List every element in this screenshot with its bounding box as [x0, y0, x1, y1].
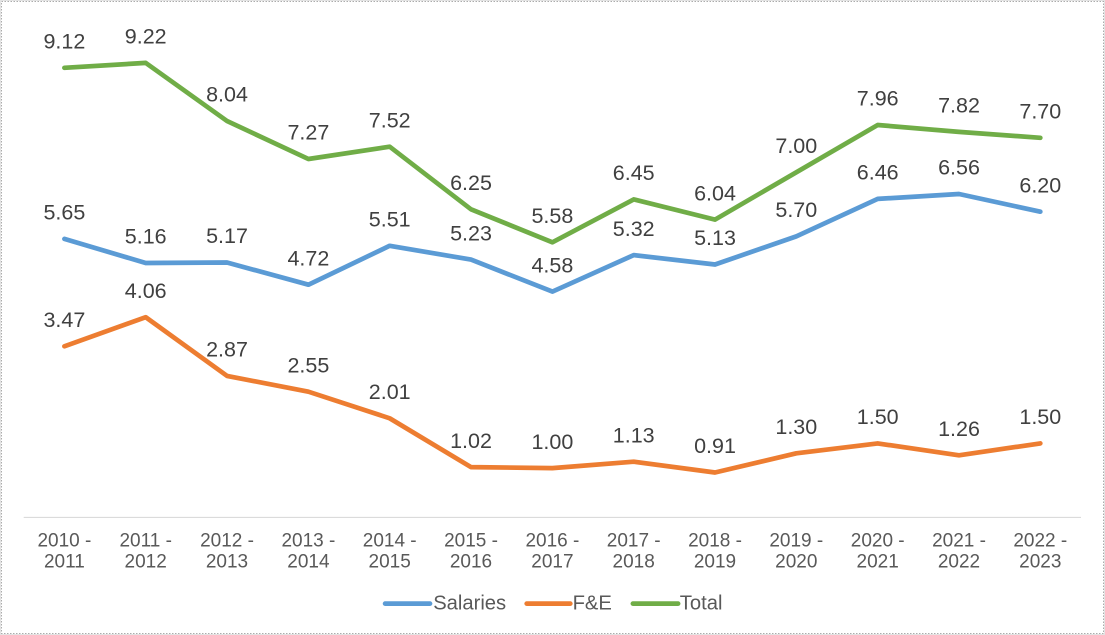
svg-text:7.82: 7.82: [938, 94, 980, 118]
svg-text:2018: 2018: [613, 552, 655, 573]
svg-text:Total: Total: [680, 592, 723, 614]
svg-text:6.25: 6.25: [450, 171, 492, 195]
svg-text:1.50: 1.50: [857, 405, 899, 429]
svg-text:1.00: 1.00: [531, 430, 573, 454]
svg-text:2013 -: 2013 -: [281, 531, 335, 552]
svg-text:2012 -: 2012 -: [200, 531, 254, 552]
svg-text:2022 -: 2022 -: [1013, 531, 1067, 552]
svg-text:2021: 2021: [857, 552, 899, 573]
svg-text:2016: 2016: [450, 552, 492, 573]
svg-text:2014: 2014: [287, 552, 330, 573]
svg-text:5.13: 5.13: [694, 226, 736, 250]
svg-text:5.17: 5.17: [206, 224, 248, 248]
svg-text:7.27: 7.27: [287, 121, 329, 145]
svg-text:7.96: 7.96: [857, 87, 899, 111]
svg-text:5.65: 5.65: [43, 201, 85, 225]
svg-text:4.06: 4.06: [125, 279, 167, 303]
svg-text:5.16: 5.16: [125, 225, 167, 249]
svg-text:0.91: 0.91: [694, 434, 736, 458]
svg-text:2019: 2019: [694, 552, 736, 573]
svg-text:2.55: 2.55: [287, 353, 329, 377]
svg-text:2015: 2015: [369, 552, 411, 573]
svg-text:7.70: 7.70: [1019, 100, 1061, 124]
svg-text:6.20: 6.20: [1019, 173, 1061, 197]
svg-text:2019 -: 2019 -: [769, 531, 823, 552]
svg-text:1.30: 1.30: [775, 415, 817, 439]
svg-text:2014 -: 2014 -: [363, 531, 417, 552]
svg-text:5.32: 5.32: [613, 217, 655, 241]
svg-text:5.70: 5.70: [775, 198, 817, 222]
svg-text:2021 -: 2021 -: [932, 531, 986, 552]
svg-text:2013: 2013: [206, 552, 248, 573]
svg-text:4.72: 4.72: [287, 246, 329, 270]
svg-text:4.58: 4.58: [531, 253, 573, 277]
svg-text:1.02: 1.02: [450, 429, 492, 453]
svg-text:3.47: 3.47: [43, 308, 85, 332]
svg-text:1.50: 1.50: [1019, 405, 1061, 429]
svg-text:6.45: 6.45: [613, 161, 655, 185]
svg-text:2.87: 2.87: [206, 338, 248, 362]
svg-text:1.13: 1.13: [613, 423, 655, 447]
svg-text:2.01: 2.01: [369, 380, 411, 404]
svg-text:6.46: 6.46: [857, 161, 899, 185]
svg-text:7.52: 7.52: [369, 108, 411, 132]
svg-text:9.22: 9.22: [125, 25, 167, 49]
svg-text:2017: 2017: [531, 552, 573, 573]
svg-text:2020 -: 2020 -: [851, 531, 905, 552]
svg-text:2020: 2020: [775, 552, 817, 573]
svg-text:2018 -: 2018 -: [688, 531, 742, 552]
svg-text:2011: 2011: [44, 552, 85, 573]
svg-text:2012: 2012: [125, 552, 167, 573]
svg-text:2023: 2023: [1019, 552, 1061, 573]
svg-text:Salaries: Salaries: [433, 592, 506, 614]
svg-text:7.00: 7.00: [775, 134, 817, 158]
svg-text:6.04: 6.04: [694, 181, 736, 205]
svg-text:2016 -: 2016 -: [525, 531, 579, 552]
svg-text:9.12: 9.12: [43, 30, 85, 54]
svg-text:5.51: 5.51: [369, 208, 411, 232]
svg-text:5.58: 5.58: [531, 204, 573, 228]
svg-text:F&E: F&E: [573, 592, 612, 614]
svg-text:6.56: 6.56: [938, 156, 980, 180]
svg-text:8.04: 8.04: [206, 83, 248, 107]
svg-text:2022: 2022: [938, 552, 980, 573]
svg-text:5.23: 5.23: [450, 221, 492, 245]
svg-text:2011 -: 2011 -: [119, 531, 171, 552]
svg-text:1.26: 1.26: [938, 417, 980, 441]
svg-text:2017 -: 2017 -: [607, 531, 661, 552]
svg-text:2015 -: 2015 -: [444, 531, 498, 552]
svg-text:2010 -: 2010 -: [37, 531, 91, 552]
